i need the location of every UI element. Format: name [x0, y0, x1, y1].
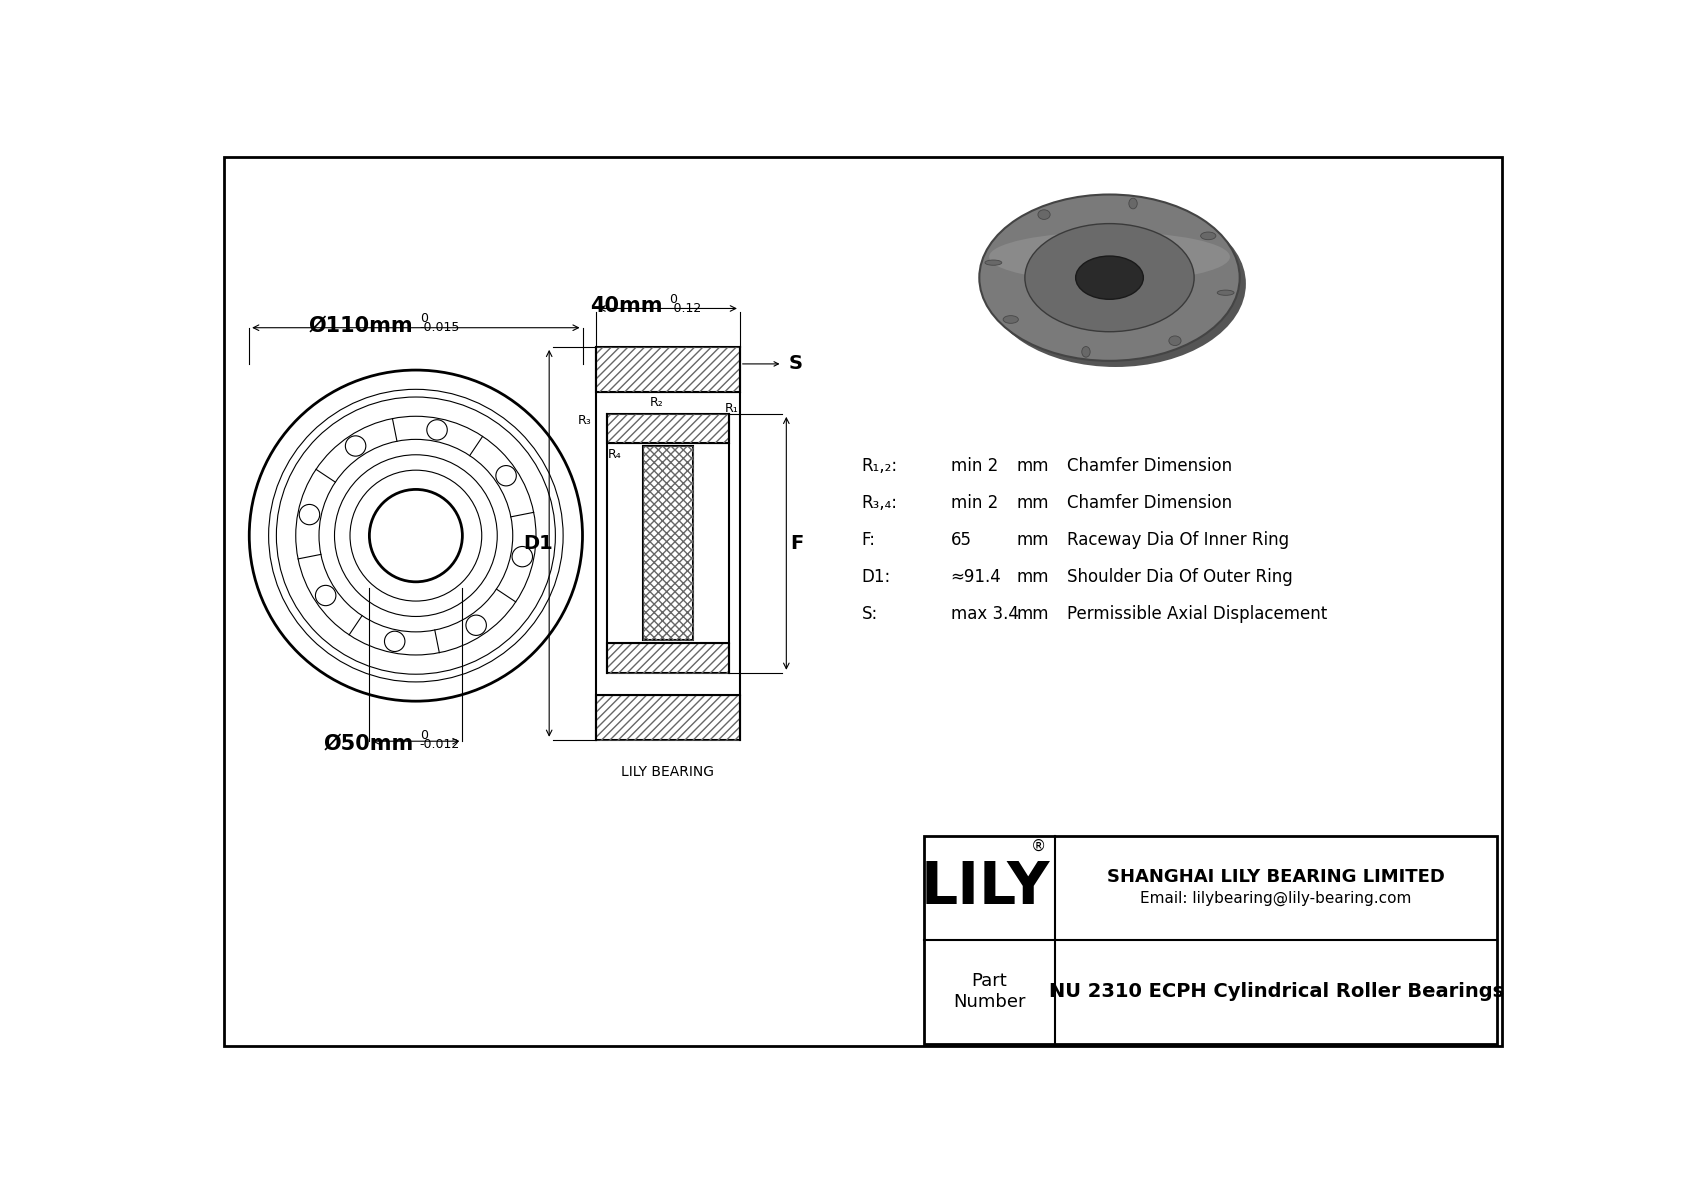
- Text: Email: lilybearing@lily-bearing.com: Email: lilybearing@lily-bearing.com: [1140, 891, 1411, 906]
- Text: R₃: R₃: [578, 413, 591, 426]
- Ellipse shape: [1169, 336, 1180, 345]
- Text: Permissible Axial Displacement: Permissible Axial Displacement: [1068, 605, 1327, 623]
- Text: Chamfer Dimension: Chamfer Dimension: [1068, 494, 1233, 512]
- Bar: [606, 643, 729, 673]
- Text: 0: 0: [419, 312, 428, 325]
- Text: Shoulder Dia Of Outer Ring: Shoulder Dia Of Outer Ring: [1068, 568, 1293, 586]
- Text: SHANGHAI LILY BEARING LIMITED: SHANGHAI LILY BEARING LIMITED: [1106, 868, 1445, 886]
- Text: 65: 65: [951, 531, 972, 549]
- Ellipse shape: [985, 260, 1002, 266]
- Bar: [643, 447, 694, 641]
- Text: mm: mm: [1017, 568, 1049, 586]
- Text: ≈91.4: ≈91.4: [951, 568, 1002, 586]
- Text: ®: ®: [1031, 840, 1046, 854]
- Text: -0.015: -0.015: [419, 322, 460, 335]
- Text: F: F: [790, 534, 803, 553]
- Text: -0.012: -0.012: [419, 737, 460, 750]
- Text: Raceway Dia Of Inner Ring: Raceway Dia Of Inner Ring: [1068, 531, 1288, 549]
- Bar: [606, 643, 729, 673]
- Ellipse shape: [1128, 198, 1137, 208]
- Ellipse shape: [980, 194, 1239, 361]
- Ellipse shape: [1004, 316, 1019, 323]
- Ellipse shape: [1076, 256, 1143, 299]
- Text: mm: mm: [1017, 494, 1049, 512]
- Text: R₁: R₁: [724, 403, 738, 416]
- Bar: [596, 696, 739, 740]
- Text: NU 2310 ECPH Cylindrical Roller Bearings: NU 2310 ECPH Cylindrical Roller Bearings: [1049, 983, 1504, 1002]
- Text: F:: F:: [862, 531, 876, 549]
- Text: min 2: min 2: [951, 494, 999, 512]
- Bar: [643, 447, 694, 641]
- Text: mm: mm: [1017, 531, 1049, 549]
- Ellipse shape: [1037, 210, 1051, 219]
- Text: D1: D1: [524, 534, 554, 553]
- Ellipse shape: [1026, 224, 1194, 332]
- Text: LILY: LILY: [921, 860, 1051, 916]
- Text: min 2: min 2: [951, 457, 999, 475]
- Text: Ø110mm: Ø110mm: [308, 316, 414, 336]
- Text: -0.12: -0.12: [669, 303, 702, 314]
- Ellipse shape: [985, 200, 1246, 367]
- Bar: [596, 696, 739, 740]
- Text: D1:: D1:: [862, 568, 891, 586]
- Ellipse shape: [1201, 232, 1216, 239]
- Text: 40mm: 40mm: [591, 297, 663, 316]
- Text: 0: 0: [669, 293, 677, 306]
- Text: mm: mm: [1017, 605, 1049, 623]
- Ellipse shape: [1081, 347, 1090, 357]
- Text: S:: S:: [862, 605, 877, 623]
- Text: R₂: R₂: [650, 395, 663, 409]
- Bar: [606, 414, 729, 443]
- Text: max 3.4: max 3.4: [951, 605, 1019, 623]
- Bar: [596, 347, 739, 392]
- Bar: [606, 414, 729, 443]
- Text: R₃,₄:: R₃,₄:: [862, 494, 898, 512]
- Text: R₄: R₄: [608, 448, 621, 461]
- Text: mm: mm: [1017, 457, 1049, 475]
- Bar: [596, 347, 739, 392]
- Text: R₁,₂:: R₁,₂:: [862, 457, 898, 475]
- Bar: [923, 836, 1497, 1043]
- Ellipse shape: [1218, 291, 1234, 295]
- Text: LILY BEARING: LILY BEARING: [621, 765, 714, 779]
- Text: Part
Number: Part Number: [953, 972, 1026, 1011]
- Text: Chamfer Dimension: Chamfer Dimension: [1068, 457, 1233, 475]
- Ellipse shape: [989, 232, 1229, 282]
- Text: Ø50mm: Ø50mm: [323, 734, 414, 754]
- Text: S: S: [788, 355, 803, 374]
- Text: 0: 0: [419, 729, 428, 742]
